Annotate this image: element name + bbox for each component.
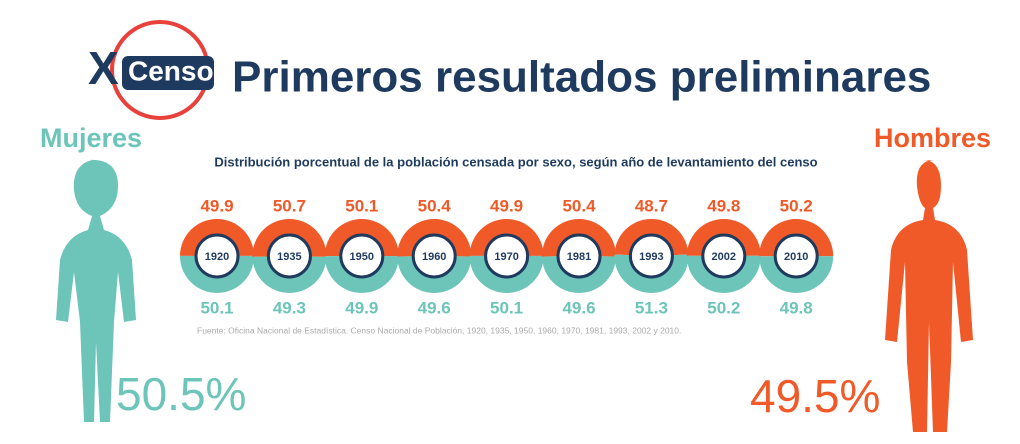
category-label: 2010 [784, 251, 808, 263]
legend-label: Hombres [874, 123, 991, 153]
logo: X Censo [88, 20, 214, 120]
donut-hole [701, 233, 747, 279]
logo-box [122, 56, 214, 90]
value-label: 50.7 [273, 196, 306, 215]
subtitle: Distribución porcentual de la población … [214, 154, 817, 169]
value-label: 49.8 [707, 196, 740, 215]
value-label: 49.9 [200, 196, 233, 215]
category-label: 2002 [712, 251, 736, 263]
value-label: 49.9 [490, 196, 523, 215]
donut-hole [411, 233, 457, 279]
value-label: 50.1 [490, 298, 523, 317]
donut-hole [773, 233, 819, 279]
donut-hole [194, 233, 240, 279]
category-label: 1960 [422, 251, 446, 263]
source-note: Fuente: Oficina Nacional de Estadística.… [197, 325, 681, 335]
category-label: 1981 [567, 251, 591, 263]
category-label: 1920 [205, 251, 229, 263]
donut-hole [484, 233, 530, 279]
category-label: 1970 [494, 251, 518, 263]
donut-hole [339, 233, 385, 279]
legend-label: Mujeres [40, 123, 142, 153]
donut-hole [556, 233, 602, 279]
category-label: 1950 [350, 251, 374, 263]
value-label: 49.9 [345, 298, 378, 317]
value-label: 50.4 [418, 196, 452, 215]
woman-silhouette [56, 159, 136, 422]
logo-mark: X [88, 42, 119, 94]
man-silhouette [885, 160, 973, 432]
value-label: 50.1 [200, 298, 233, 317]
value-label: 50.2 [707, 298, 740, 317]
value-label: 49.8 [780, 298, 813, 317]
value-label: 49.6 [418, 298, 451, 317]
title: Primeros resultados preliminares [232, 53, 931, 102]
value-label: 50.1 [345, 196, 378, 215]
total-label: 49.5% [750, 370, 880, 422]
value-label: 48.7 [635, 196, 668, 215]
value-label: 50.2 [780, 196, 813, 215]
donut-hole [628, 233, 674, 279]
value-label: 49.6 [562, 298, 595, 317]
total-label: 50.5% [116, 368, 246, 420]
category-label: 1935 [277, 251, 301, 263]
value-label: 49.3 [273, 298, 306, 317]
donut-hole [266, 233, 312, 279]
value-label: 51.3 [635, 298, 668, 317]
logo-name: Censo [128, 55, 214, 86]
category-label: 1993 [639, 251, 663, 263]
value-label: 50.4 [562, 196, 596, 215]
